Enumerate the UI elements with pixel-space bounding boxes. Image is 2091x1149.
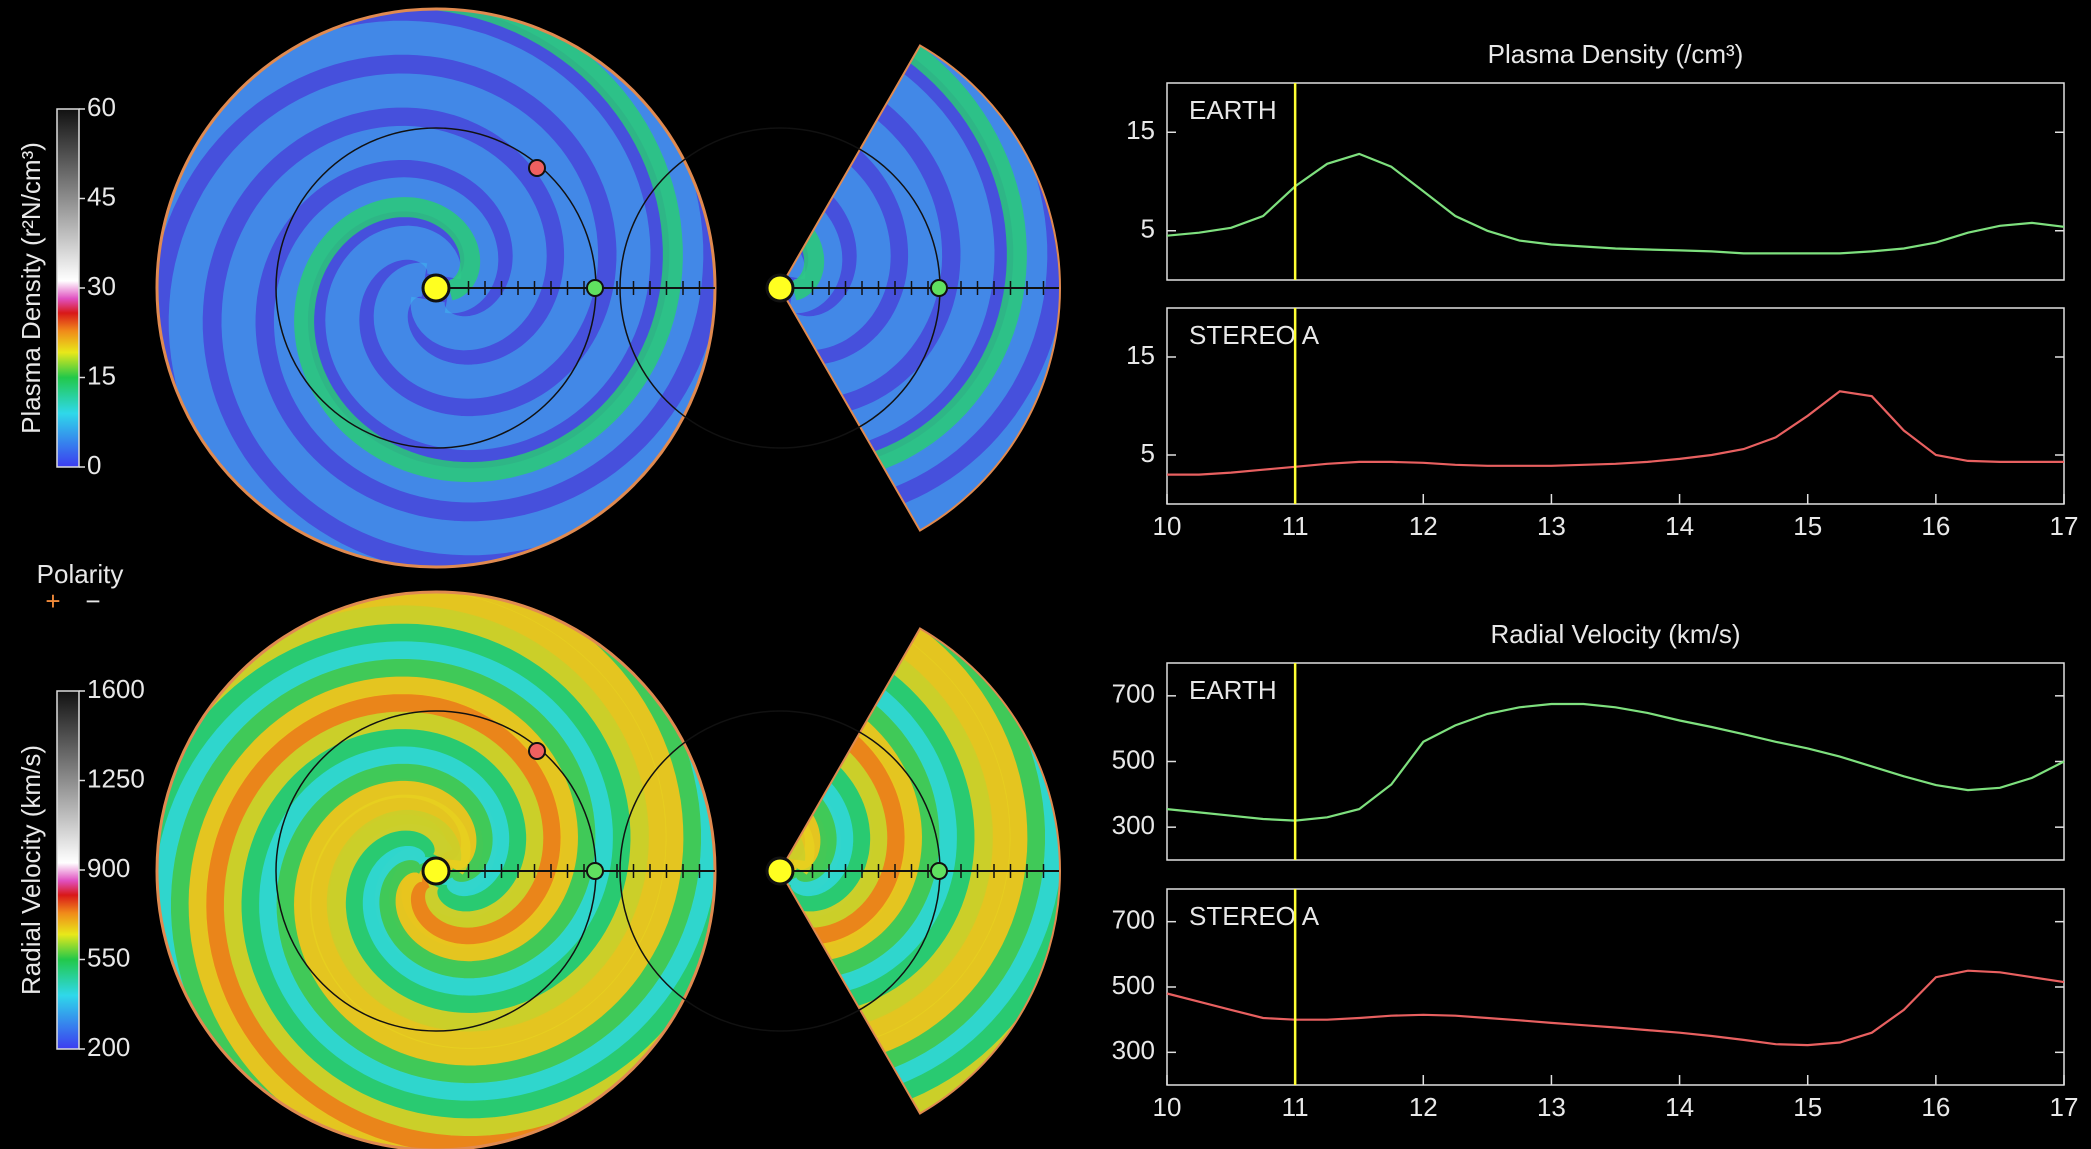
cme bbox=[180, 9, 683, 483]
stereo-a bbox=[528, 742, 546, 760]
series-line bbox=[1166, 702, 2065, 822]
earth bbox=[586, 862, 604, 880]
x-tick-label: 13 bbox=[1537, 1092, 1566, 1122]
stream bbox=[780, 125, 1060, 531]
chart-title: Radial Velocity (km/s) bbox=[1491, 619, 1741, 649]
y-tick-label: 700 bbox=[1112, 679, 1155, 709]
colorbar-tick-label: 60 bbox=[87, 92, 116, 122]
colorbar-tick-label: 30 bbox=[87, 271, 116, 301]
colorbar-tick-label: 15 bbox=[87, 360, 116, 390]
x-tick-label: 17 bbox=[2050, 511, 2079, 541]
series-label: STEREO A bbox=[1189, 320, 1320, 350]
colorbar bbox=[56, 690, 80, 1050]
y-tick-label: 15 bbox=[1126, 340, 1155, 370]
y-tick-label: 15 bbox=[1126, 115, 1155, 145]
colorbar-tick-label: 900 bbox=[87, 853, 130, 883]
stereo-a bbox=[528, 159, 546, 177]
earth bbox=[930, 862, 948, 880]
plot-frame bbox=[1166, 307, 2065, 505]
y-tick-label: 500 bbox=[1112, 744, 1155, 774]
colorbar-label: Plasma Density (r²N/cm³) bbox=[16, 142, 46, 434]
chart-title: Plasma Density (/cm³) bbox=[1488, 39, 1744, 69]
stream bbox=[273, 9, 704, 503]
colorbar-tick-label: 45 bbox=[87, 181, 116, 211]
colorbar-tick-label: 550 bbox=[87, 942, 130, 972]
series-label: EARTH bbox=[1189, 675, 1277, 705]
colorbar-tick-label: 0 bbox=[87, 450, 101, 480]
x-tick-label: 15 bbox=[1793, 1092, 1822, 1122]
stream bbox=[780, 73, 943, 531]
map-rim bbox=[778, 627, 1061, 1115]
x-tick-label: 14 bbox=[1665, 511, 1694, 541]
sun bbox=[421, 856, 451, 886]
stream bbox=[780, 45, 1048, 503]
earth bbox=[930, 279, 948, 297]
polarity-title: Polarity bbox=[37, 559, 124, 589]
series-line bbox=[1166, 152, 2065, 255]
sun bbox=[765, 273, 795, 303]
colorbar-tick-label: 200 bbox=[87, 1032, 130, 1062]
stream bbox=[157, 20, 651, 451]
x-tick-label: 11 bbox=[1282, 1092, 1309, 1122]
polarity-minus: − bbox=[85, 586, 100, 616]
series-line bbox=[1167, 390, 2064, 476]
x-tick-label: 14 bbox=[1665, 1092, 1694, 1122]
x-tick-label: 12 bbox=[1409, 1092, 1438, 1122]
sun bbox=[421, 273, 451, 303]
x-tick-label: 13 bbox=[1537, 511, 1566, 541]
x-tick-label: 16 bbox=[1921, 511, 1950, 541]
y-tick-label: 5 bbox=[1141, 438, 1155, 468]
series-label: STEREO A bbox=[1189, 901, 1320, 931]
colorbar bbox=[56, 108, 80, 468]
map-field bbox=[157, 592, 715, 1149]
y-tick-label: 300 bbox=[1112, 810, 1155, 840]
earth bbox=[586, 279, 604, 297]
polar-maps bbox=[155, 7, 1061, 1149]
x-tick-label: 17 bbox=[2050, 1092, 2079, 1122]
series-label: EARTH bbox=[1189, 95, 1277, 125]
polarity-plus: + bbox=[45, 586, 60, 616]
x-tick-label: 15 bbox=[1793, 511, 1822, 541]
plot-frame bbox=[1166, 662, 2065, 861]
colorbar-label: Radial Velocity (km/s) bbox=[16, 745, 46, 995]
colorbar-tick-label: 1250 bbox=[87, 763, 145, 793]
y-tick-label: 5 bbox=[1141, 214, 1155, 244]
y-tick-label: 500 bbox=[1112, 970, 1155, 1000]
stream bbox=[168, 73, 599, 567]
stream bbox=[221, 125, 715, 556]
x-tick-label: 11 bbox=[1282, 511, 1309, 541]
x-tick-label: 10 bbox=[1153, 1092, 1182, 1122]
plot-frame bbox=[1166, 82, 2065, 281]
stream bbox=[780, 45, 995, 451]
x-tick-label: 16 bbox=[1921, 1092, 1950, 1122]
series-line bbox=[1166, 969, 2065, 1047]
x-tick-label: 10 bbox=[1153, 511, 1182, 541]
stream bbox=[157, 592, 667, 1050]
colorbar-tick-label: 1600 bbox=[87, 674, 145, 704]
sun bbox=[765, 856, 795, 886]
x-tick-label: 12 bbox=[1409, 511, 1438, 541]
map-rim bbox=[778, 44, 1061, 532]
y-tick-label: 700 bbox=[1112, 905, 1155, 935]
y-tick-label: 300 bbox=[1112, 1035, 1155, 1065]
